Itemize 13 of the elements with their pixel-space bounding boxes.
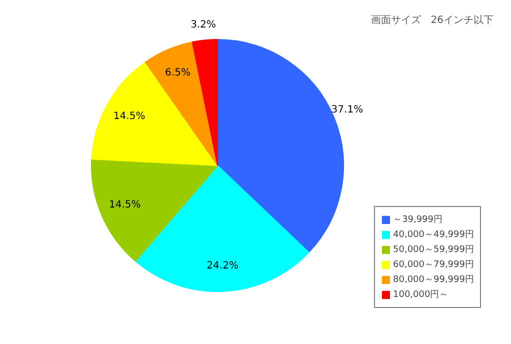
data-label: 14.5%	[113, 111, 146, 122]
legend-label: ～39,999円	[393, 214, 442, 226]
legend-label: 50,000～59,999円	[393, 244, 474, 256]
data-label: 6.5%	[165, 67, 190, 78]
data-label: 37.1%	[331, 104, 364, 116]
data-label: 24.2%	[206, 260, 238, 272]
legend-label: 80,000～99,999円	[393, 274, 474, 286]
data-label: 14.5%	[108, 200, 141, 211]
legend-label: 40,000～49,999円	[393, 229, 474, 241]
data-label: 3.2%	[190, 20, 216, 31]
legend-label: 60,000～79,999円	[393, 259, 474, 271]
legend-label: 100,000円～	[393, 289, 448, 301]
chart-title: 画面サイズ 26インチ以下	[370, 14, 494, 26]
